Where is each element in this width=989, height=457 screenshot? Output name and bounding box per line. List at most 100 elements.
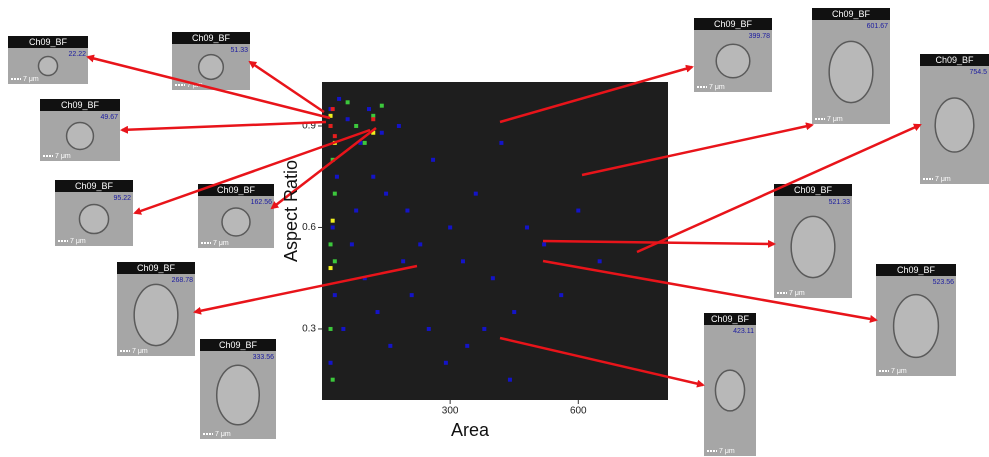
thumbnail: Ch09_BF 754.5 7 μm [920, 54, 989, 184]
point [330, 225, 335, 230]
area-value: 22.22 [68, 51, 86, 58]
channel-label: Ch09_BF [192, 33, 231, 43]
thumbnail-header [172, 32, 250, 44]
thumbnail-header [55, 180, 133, 192]
cell [790, 215, 836, 279]
arrow [499, 336, 705, 388]
point [345, 100, 350, 105]
point [328, 123, 333, 128]
point [328, 242, 333, 247]
thumbnail: Ch09_BF 268.78 7 μm [117, 262, 195, 356]
point [332, 259, 337, 264]
plot: 0.3 0.6 0.9 300 600 [302, 82, 668, 417]
point [388, 343, 393, 348]
point [448, 225, 453, 230]
area-value: 95.22 [113, 195, 131, 202]
point [405, 208, 410, 213]
channel-label: Ch09_BF [29, 37, 68, 47]
point [409, 293, 414, 298]
point [418, 242, 423, 247]
cell [133, 283, 179, 347]
point [328, 107, 333, 112]
arrow [542, 239, 776, 248]
thumbnail-header [40, 99, 120, 111]
area-value: 601.67 [867, 23, 889, 30]
thumbnail-header [694, 18, 772, 30]
thumbnail: Ch09_BF 95.22 7 μm [55, 180, 133, 246]
area-value: 49.67 [100, 114, 118, 121]
channel-label: Ch09_BF [75, 181, 114, 191]
cell [37, 55, 59, 77]
point [371, 174, 376, 179]
channel-label: Ch09_BF [61, 100, 100, 110]
point [328, 266, 333, 271]
y-axis-label: Aspect Ratio [281, 160, 301, 262]
point [597, 259, 602, 264]
point [366, 107, 371, 112]
x-tick-label: 600 [570, 406, 587, 417]
cell [221, 207, 251, 237]
point [379, 130, 384, 135]
scale-label: 7 μm [789, 290, 805, 297]
cell [714, 369, 746, 412]
point [576, 208, 581, 213]
arrow [636, 123, 922, 254]
channel-label: Ch09_BF [897, 265, 936, 275]
point [460, 259, 465, 264]
arrows [86, 54, 922, 388]
x-axis-label: Area [451, 420, 490, 440]
point [384, 191, 389, 196]
thumbnail: Ch09_BF 423.11 7 μm [704, 313, 756, 456]
scale-label: 7 μm [719, 448, 735, 455]
point [334, 174, 339, 179]
cell [892, 293, 940, 359]
point [525, 225, 530, 230]
point [431, 157, 436, 162]
point [507, 377, 512, 382]
point [512, 310, 517, 315]
thumbnail: Ch09_BF 523.56 7 μm [876, 264, 956, 376]
cell [197, 53, 225, 81]
y-tick-label: 0.9 [302, 121, 316, 132]
point [328, 360, 333, 365]
point [330, 377, 335, 382]
cell [715, 43, 751, 79]
area-value: 523.56 [933, 279, 955, 286]
thumbnail: Ch09_BF 521.33 7 μm [774, 184, 852, 298]
point [330, 107, 335, 112]
arrow [270, 127, 377, 210]
cell [934, 97, 975, 153]
scale-label: 7 μm [55, 153, 71, 160]
scale-label: 7 μm [935, 176, 951, 183]
cell [65, 121, 95, 151]
channel-label: Ch09_BF [711, 314, 750, 324]
point [328, 326, 333, 331]
point [371, 113, 376, 118]
point [332, 191, 337, 196]
point [379, 103, 384, 108]
point [354, 123, 359, 128]
arrow [133, 128, 371, 215]
scale-label: 7 μm [891, 368, 907, 375]
thumbnail: Ch09_BF 601.67 7 μm [812, 8, 890, 124]
point [358, 140, 363, 145]
scale-label: 7 μm [215, 431, 231, 438]
point [345, 117, 350, 122]
thumbnail-header [812, 8, 890, 20]
point [328, 113, 333, 118]
channel-label: Ch09_BF [714, 19, 753, 29]
cell [215, 364, 261, 426]
arrow [581, 122, 814, 177]
scale-label: 7 μm [132, 348, 148, 355]
thumbnail-header [876, 264, 956, 276]
point [349, 242, 354, 247]
arrow [193, 264, 418, 315]
arrow [499, 64, 694, 124]
point [499, 140, 504, 145]
point [375, 310, 380, 315]
point [559, 293, 564, 298]
